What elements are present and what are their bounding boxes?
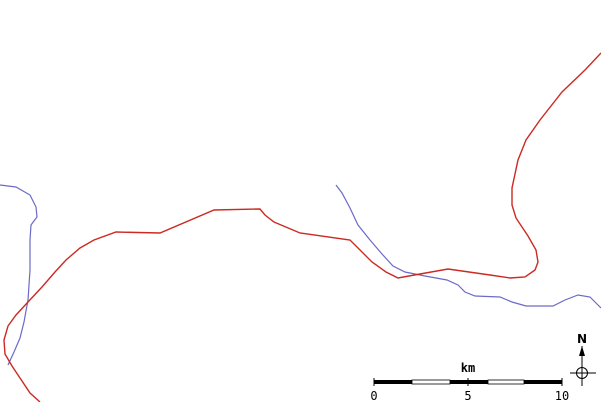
scale-bar: km 0 5 10	[370, 361, 569, 402]
scale-label-0: 0	[370, 389, 377, 402]
blue-line-right	[335, 184, 601, 309]
scale-segment-4	[487, 379, 525, 385]
scale-segment-3	[450, 380, 488, 384]
scale-unit-label: km	[461, 361, 475, 375]
scale-label-10: 10	[555, 389, 569, 402]
compass-rose-icon	[570, 346, 596, 386]
north-arrow: N	[570, 332, 596, 386]
scale-segment-5	[524, 380, 562, 384]
north-letter: N	[577, 332, 587, 346]
scale-label-5: 5	[464, 389, 471, 402]
blue-line-left	[0, 184, 38, 366]
red-line-main	[3, 52, 601, 402]
scale-segment-2	[411, 379, 451, 385]
scale-segment-1	[374, 380, 412, 384]
